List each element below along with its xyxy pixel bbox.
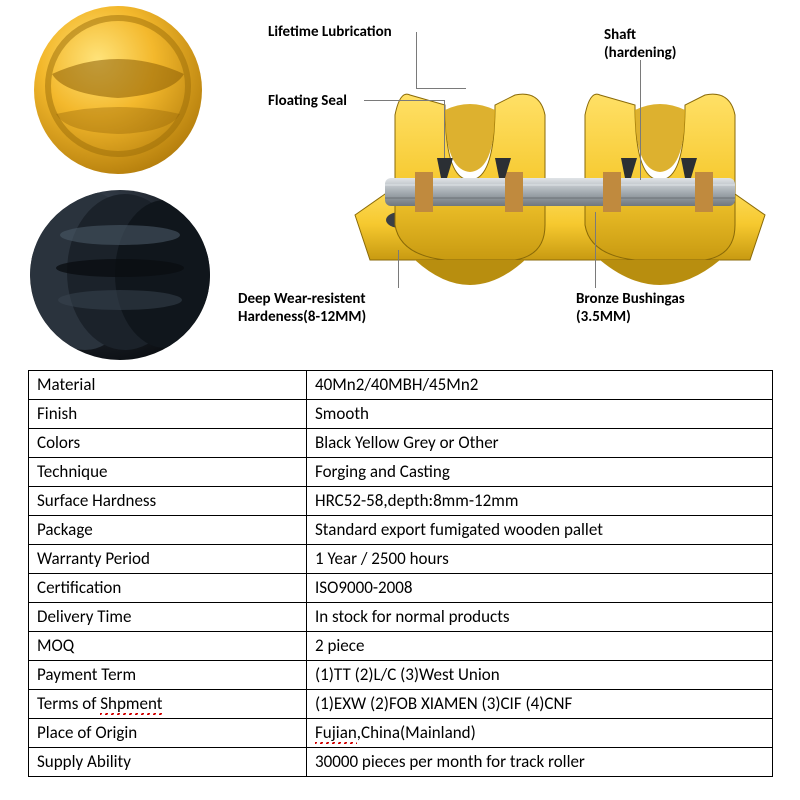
spec-label: Terms of Shpment <box>29 690 307 719</box>
table-row: Supply Ability30000 pieces per month for… <box>29 748 773 777</box>
table-row: ColorsBlack Yellow Grey or Other <box>29 429 773 458</box>
spec-value: 40Mn2/40MBH/45Mn2 <box>307 371 773 400</box>
spec-label: Delivery Time <box>29 603 307 632</box>
spec-label: MOQ <box>29 632 307 661</box>
roller-yellow-photo <box>32 4 204 176</box>
table-row: TechniqueForging and Casting <box>29 458 773 487</box>
callout-seal: Floating Seal <box>268 92 347 110</box>
table-row: Delivery TimeIn stock for normal product… <box>29 603 773 632</box>
spec-value: HRC52-58,depth:8mm-12mm <box>307 487 773 516</box>
leader-lifetime-h <box>416 88 466 89</box>
table-row: Payment Term(1)TT (2)L/C (3)West Union <box>29 661 773 690</box>
table-row: FinishSmooth <box>29 400 773 429</box>
spec-label: Warranty Period <box>29 545 307 574</box>
table-row: Terms of Shpment(1)EXW (2)FOB XIAMEN (3)… <box>29 690 773 719</box>
spec-label: Certification <box>29 574 307 603</box>
table-row: Surface HardnessHRC52-58,depth:8mm-12mm <box>29 487 773 516</box>
spec-value: (1)TT (2)L/C (3)West Union <box>307 661 773 690</box>
leader-seal <box>364 100 444 101</box>
spec-label: Supply Ability <box>29 748 307 777</box>
spec-value: Standard export fumigated wooden pallet <box>307 516 773 545</box>
spec-label: Place of Origin <box>29 719 307 748</box>
spec-label: Finish <box>29 400 307 429</box>
spec-value: Fujian,China(Mainland) <box>307 719 773 748</box>
leader-seal-v <box>444 100 445 158</box>
spec-value: 30000 pieces per month for track roller <box>307 748 773 777</box>
callout-bushing: Bronze Bushingas (3.5MM) <box>576 290 685 326</box>
spec-value: 2 piece <box>307 632 773 661</box>
leader-shaft <box>640 60 641 180</box>
table-row: Warranty Period1 Year / 2500 hours <box>29 545 773 574</box>
roller-black-photo <box>30 190 210 360</box>
spec-table: Material40Mn2/40MBH/45Mn2FinishSmoothCol… <box>28 370 773 777</box>
diagram-area: Lifetime Lubrication Shaft (hardening) F… <box>0 0 800 360</box>
spec-value: 1 Year / 2500 hours <box>307 545 773 574</box>
table-row: PackageStandard export fumigated wooden … <box>29 516 773 545</box>
spec-value: In stock for normal products <box>307 603 773 632</box>
table-row: Place of OriginFujian,China(Mainland) <box>29 719 773 748</box>
spec-value: Forging and Casting <box>307 458 773 487</box>
spec-label: Colors <box>29 429 307 458</box>
spec-value: Smooth <box>307 400 773 429</box>
spec-value: ISO9000-2008 <box>307 574 773 603</box>
callout-lifetime: Lifetime Lubrication <box>268 23 392 41</box>
leader-hardness <box>398 250 399 288</box>
cutaway-illustration <box>345 60 775 320</box>
spec-label: Payment Term <box>29 661 307 690</box>
spec-label: Technique <box>29 458 307 487</box>
spec-value: Black Yellow Grey or Other <box>307 429 773 458</box>
spec-table-body: Material40Mn2/40MBH/45Mn2FinishSmoothCol… <box>29 371 773 777</box>
spec-label: Material <box>29 371 307 400</box>
leader-bushing <box>595 212 596 288</box>
table-row: MOQ2 piece <box>29 632 773 661</box>
spec-label: Surface Hardness <box>29 487 307 516</box>
table-row: CertificationISO9000-2008 <box>29 574 773 603</box>
leader-lifetime <box>416 32 417 88</box>
table-row: Material40Mn2/40MBH/45Mn2 <box>29 371 773 400</box>
spec-value: (1)EXW (2)FOB XIAMEN (3)CIF (4)CNF <box>307 690 773 719</box>
callout-hardness: Deep Wear-resistent Hardeness(8-12MM) <box>238 290 366 326</box>
callout-shaft: Shaft (hardening) <box>604 26 676 62</box>
spec-label: Package <box>29 516 307 545</box>
